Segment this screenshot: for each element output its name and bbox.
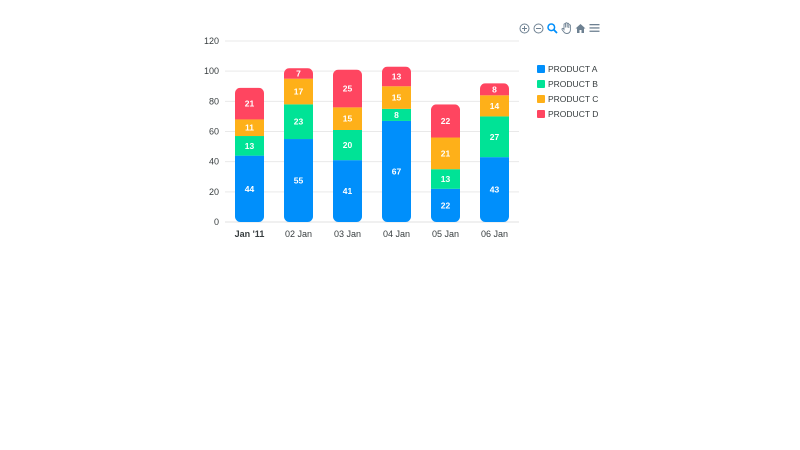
bar-stack: [333, 69, 362, 222]
data-label: 41: [343, 186, 353, 196]
data-label: 23: [294, 117, 304, 127]
legend-label: PRODUCT B: [548, 78, 598, 89]
y-axis: 0 20 40 60 80 100 120: [204, 36, 219, 227]
y-tick-label: 20: [209, 187, 219, 197]
data-label: 13: [392, 71, 402, 81]
x-tick-label: 02 Jan: [285, 229, 312, 239]
y-tick-label: 40: [209, 157, 219, 167]
legend-item-product-d[interactable]: PRODUCT D: [537, 106, 598, 121]
bars: [235, 66, 509, 222]
x-tick-label: 06 Jan: [481, 229, 508, 239]
chart-toolbar: [519, 22, 600, 34]
data-labels: 44 13 11 21 55 23 17 7 41 20 15 25 67 8 15 13 22 13 21 22 43…: [245, 68, 500, 210]
grid-lines: [225, 40, 519, 223]
bar-segment[interactable]: [284, 104, 313, 140]
bar-stack: [431, 104, 460, 222]
x-tick-label: 05 Jan: [432, 229, 459, 239]
bar-segment[interactable]: [284, 78, 313, 105]
bar-segment[interactable]: [382, 120, 411, 222]
chart-legend: PRODUCT A PRODUCT B PRODUCT C PRODUCT D: [537, 61, 598, 121]
legend-label: PRODUCT D: [548, 108, 599, 119]
data-label: 67: [392, 166, 402, 176]
zoom-select-icon[interactable]: [547, 22, 558, 34]
y-tick-label: 80: [209, 96, 219, 106]
data-label: 25: [343, 84, 353, 94]
data-label: 8: [394, 110, 399, 120]
x-tick-label: 03 Jan: [334, 229, 361, 239]
data-label: 7: [296, 68, 301, 78]
bar-segment[interactable]: [382, 108, 411, 121]
bar-segment[interactable]: [431, 104, 460, 138]
data-label: 13: [441, 174, 451, 184]
x-tick-label: 04 Jan: [383, 229, 410, 239]
bar-stack: [284, 68, 313, 222]
bar-segment[interactable]: [382, 86, 411, 109]
data-label: 44: [245, 184, 255, 194]
bar-segment[interactable]: [235, 155, 264, 222]
bar-segment[interactable]: [333, 69, 362, 108]
bar-segment[interactable]: [431, 169, 460, 189]
pan-icon[interactable]: [561, 22, 572, 34]
zoom-out-icon[interactable]: [533, 22, 544, 34]
bar-segment[interactable]: [480, 116, 509, 158]
zoom-in-icon[interactable]: [519, 22, 530, 34]
legend-label: PRODUCT C: [548, 93, 599, 104]
data-label: 21: [441, 148, 451, 158]
bar-segment[interactable]: [235, 119, 264, 137]
bar-segment[interactable]: [284, 139, 313, 222]
data-label: 13: [245, 141, 255, 151]
data-label: 22: [441, 116, 451, 126]
bar-stack: [235, 87, 264, 222]
home-icon[interactable]: [575, 22, 586, 34]
data-label: 11: [245, 123, 254, 133]
legend-item-product-c[interactable]: PRODUCT C: [537, 91, 598, 106]
data-label: 27: [490, 132, 500, 142]
legend-swatch: [537, 94, 545, 103]
bar-segment[interactable]: [431, 137, 460, 170]
data-label: 14: [490, 101, 500, 111]
bar-segment[interactable]: [382, 66, 411, 87]
bar-segment[interactable]: [333, 107, 362, 130]
data-label: 17: [294, 87, 304, 97]
menu-icon[interactable]: [589, 22, 600, 34]
x-tick-label: Jan '11: [235, 229, 265, 239]
y-tick-label: 120: [204, 36, 219, 46]
bar-segment[interactable]: [333, 129, 362, 161]
bar-segment[interactable]: [480, 157, 509, 222]
bar-segment[interactable]: [431, 188, 460, 222]
bar-segment[interactable]: [284, 68, 313, 79]
legend-swatch: [537, 64, 545, 73]
bar-segment[interactable]: [235, 87, 264, 120]
y-tick-label: 100: [204, 66, 219, 76]
bar-stack: [480, 83, 509, 222]
bar-segment[interactable]: [480, 95, 509, 117]
legend-label: PRODUCT A: [548, 63, 598, 74]
legend-swatch: [537, 79, 545, 88]
data-label: 20: [343, 140, 353, 150]
data-label: 15: [392, 93, 402, 103]
legend-swatch: [537, 109, 545, 118]
y-tick-label: 0: [214, 217, 219, 227]
bar-segment[interactable]: [333, 160, 362, 222]
legend-item-product-a[interactable]: PRODUCT A: [537, 61, 598, 76]
data-label: 43: [490, 185, 500, 195]
bar-stack: [382, 66, 411, 222]
data-label: 55: [294, 176, 304, 186]
bar-segment[interactable]: [480, 83, 509, 96]
x-axis: Jan '11 02 Jan 03 Jan 04 Jan 05 Jan 06 Jan: [235, 229, 508, 239]
data-label: 21: [245, 99, 255, 109]
y-tick-label: 60: [209, 127, 219, 137]
bar-segment[interactable]: [235, 136, 264, 156]
legend-item-product-b[interactable]: PRODUCT B: [537, 76, 598, 91]
data-label: 22: [441, 200, 451, 210]
data-label: 15: [343, 114, 353, 124]
data-label: 8: [492, 84, 497, 94]
